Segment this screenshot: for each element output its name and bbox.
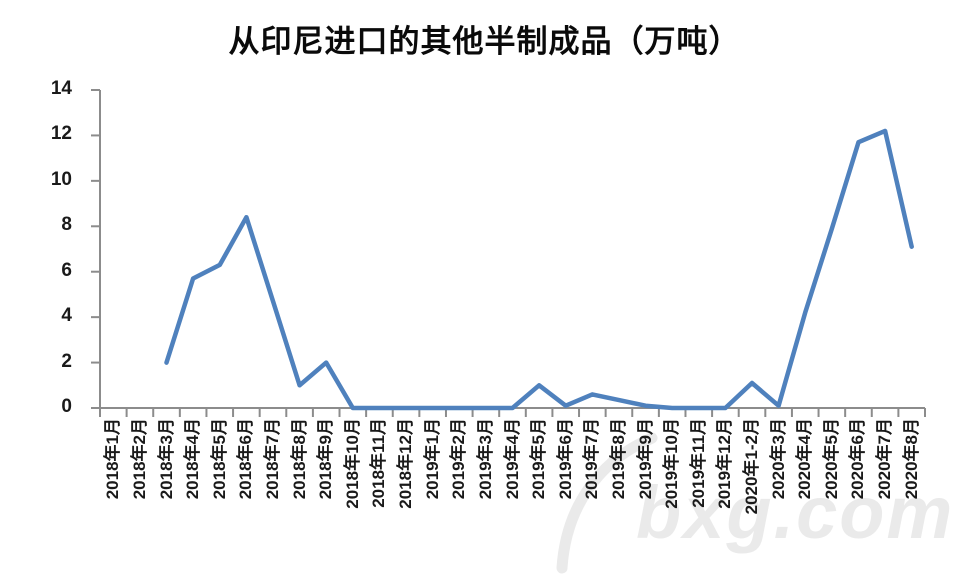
x-axis-tick-label: 2019年6月 — [555, 418, 575, 500]
x-axis-tick-label: 2019年4月 — [502, 418, 522, 500]
x-axis-tick-label: 2018年12月 — [396, 418, 416, 509]
y-axis-tick-label: 6 — [61, 259, 72, 281]
x-axis-tick-label: 2020年4月 — [795, 418, 815, 500]
x-axis-tick-label: 2019年3月 — [475, 418, 495, 500]
x-axis-tick-label: 2018年11月 — [369, 418, 389, 508]
x-axis-tick-label: 2019年8月 — [608, 418, 628, 500]
x-axis-tick-label: 2018年2月 — [129, 418, 149, 500]
x-axis-tick-label: 2020年6月 — [848, 418, 868, 500]
x-axis-tick-label: 2020年3月 — [768, 418, 788, 500]
x-axis-tick-label: 2018年10月 — [342, 418, 362, 509]
x-axis-tick-label: 2020年7月 — [875, 418, 895, 500]
x-axis-tick-label: 2018年6月 — [236, 418, 256, 500]
x-axis-tick-label: 2018年8月 — [289, 418, 309, 500]
x-axis-tick-label: 2020年5月 — [821, 418, 841, 500]
y-axis-tick-label: 2 — [61, 350, 72, 372]
x-axis-tick-label: 2019年1月 — [422, 418, 442, 500]
x-axis-tick-label: 2019年2月 — [449, 418, 469, 500]
y-axis-tick-label: 12 — [50, 123, 72, 145]
x-axis-tick-label: 2020年8月 — [901, 418, 921, 500]
x-axis-tick-label: 2018年3月 — [156, 418, 176, 500]
x-axis-tick-label: 2018年5月 — [209, 418, 229, 500]
x-axis-tick-label: 2018年1月 — [103, 418, 123, 500]
y-axis-tick-label: 10 — [50, 168, 72, 190]
y-axis-tick-label: 0 — [61, 396, 72, 417]
x-axis-tick-label: 2020年1-2月 — [742, 418, 762, 515]
x-axis-tick-label: 2018年4月 — [183, 418, 203, 500]
x-axis-tick-label: 2019年12月 — [715, 418, 735, 509]
data-line — [164, 128, 914, 411]
x-axis-tick-label: 2019年5月 — [529, 418, 549, 500]
x-axis-tick-label: 2019年9月 — [635, 418, 655, 500]
chart-title: 从印尼进口的其他半制成品（万吨） — [228, 24, 741, 59]
x-axis-tick-label: 2019年11月 — [688, 418, 708, 508]
y-axis-tick-label: 14 — [50, 78, 72, 99]
x-axis-tick-label: 2019年10月 — [662, 418, 682, 509]
y-axis-tick-label: 8 — [61, 214, 72, 236]
x-axis-tick-label: 2019年7月 — [582, 418, 602, 500]
x-axis-tick-label: 2018年9月 — [316, 418, 336, 500]
x-axis-tick-label: 2018年7月 — [262, 418, 282, 500]
y-axis-tick-label: 4 — [61, 305, 72, 327]
